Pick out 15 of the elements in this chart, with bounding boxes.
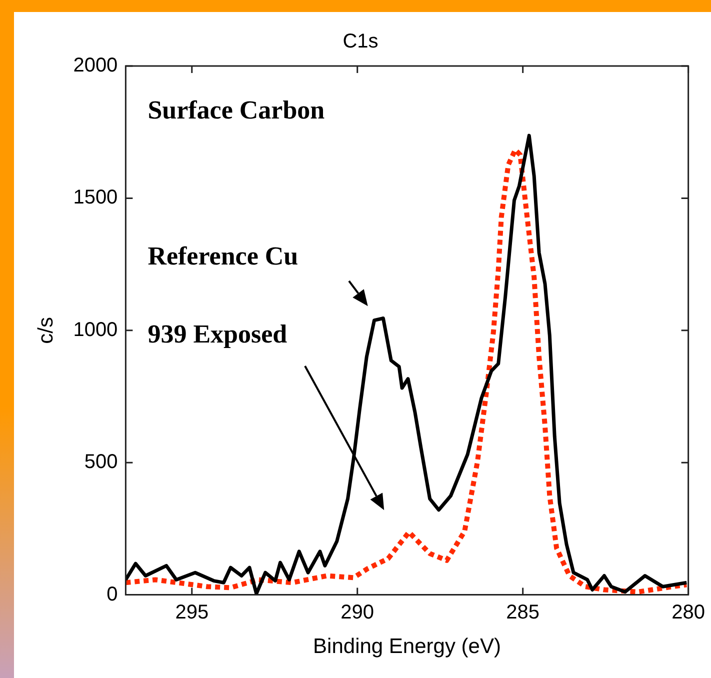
chart-title: C1s [342,30,378,53]
y-axis-title: c/s [34,316,58,344]
annotation: Reference Cu [148,242,298,271]
y-tick-label: 500 [84,451,118,474]
annotation: 939 Exposed [148,320,288,349]
x-axis-title: Binding Energy (eV) [313,635,501,658]
x-tick-label: 280 [672,601,706,624]
annotation: Surface Carbon [148,96,326,125]
x-tick-label: 290 [340,601,374,624]
y-tick-label: 1000 [73,318,118,341]
y-tick-label: 0 [106,583,118,606]
y-tick-label: 2000 [73,54,118,77]
x-tick-label: 285 [506,601,540,624]
y-tick-label: 1500 [73,186,118,209]
x-tick-label: 295 [175,601,209,624]
